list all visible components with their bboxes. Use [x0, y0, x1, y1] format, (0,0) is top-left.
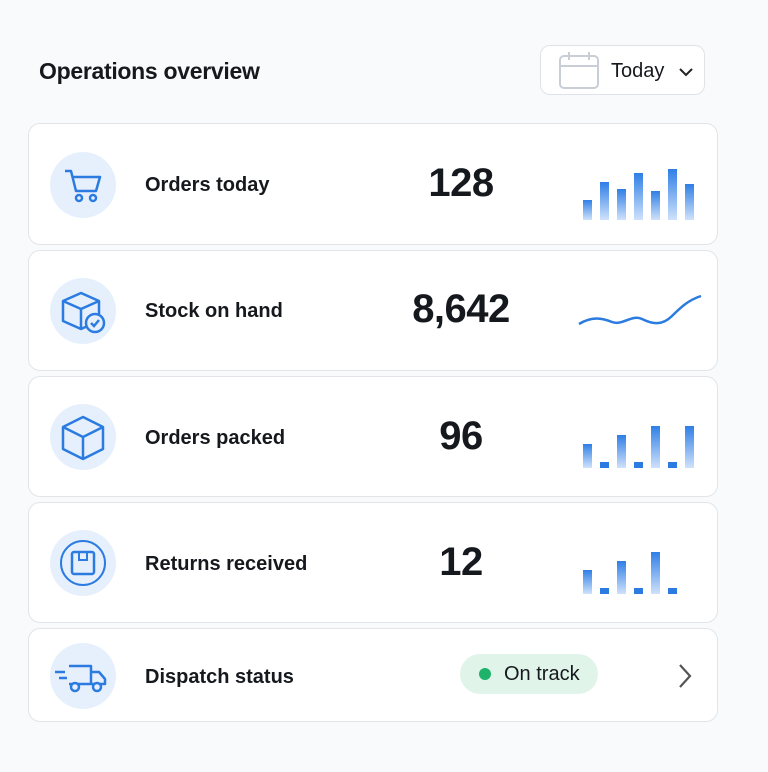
metric-card[interactable]: Orders packed 96	[28, 376, 718, 497]
metric-card[interactable]: Orders today 128	[28, 123, 718, 245]
chevron-right[interactable]	[675, 662, 695, 690]
metric-label: Orders today	[145, 174, 270, 196]
status-badge: On track	[460, 654, 598, 694]
metric-label: Stock on hand	[145, 300, 283, 322]
date-filter-label: Today	[611, 60, 665, 82]
metric-value: 96	[439, 414, 483, 458]
metric-card[interactable]: Stock on hand 8,642	[28, 250, 718, 371]
metric-label: Orders packed	[145, 427, 286, 449]
box-icon	[50, 404, 116, 470]
metric-label: Returns received	[145, 553, 308, 575]
metric-value: 128	[428, 161, 494, 205]
cart-icon	[50, 152, 116, 218]
metric-value: 12	[439, 540, 483, 584]
sparkline	[583, 169, 694, 220]
sparkline	[583, 426, 694, 468]
returns-icon	[50, 530, 116, 596]
status-text: On track	[504, 663, 580, 685]
date-filter[interactable]: Today	[540, 45, 705, 95]
stock-icon	[50, 278, 116, 344]
status-dot	[479, 668, 491, 680]
sparkline	[583, 552, 677, 594]
page-title: Operations overview	[39, 58, 260, 84]
sparkline	[578, 294, 702, 326]
metric-value: 8,642	[412, 287, 510, 331]
calendar-icon	[559, 52, 693, 89]
status-card[interactable]: Dispatch status On track	[28, 628, 718, 722]
status-label: Dispatch status	[145, 666, 294, 688]
truck-icon	[50, 643, 116, 709]
metric-card[interactable]: Returns received 12	[28, 502, 718, 623]
